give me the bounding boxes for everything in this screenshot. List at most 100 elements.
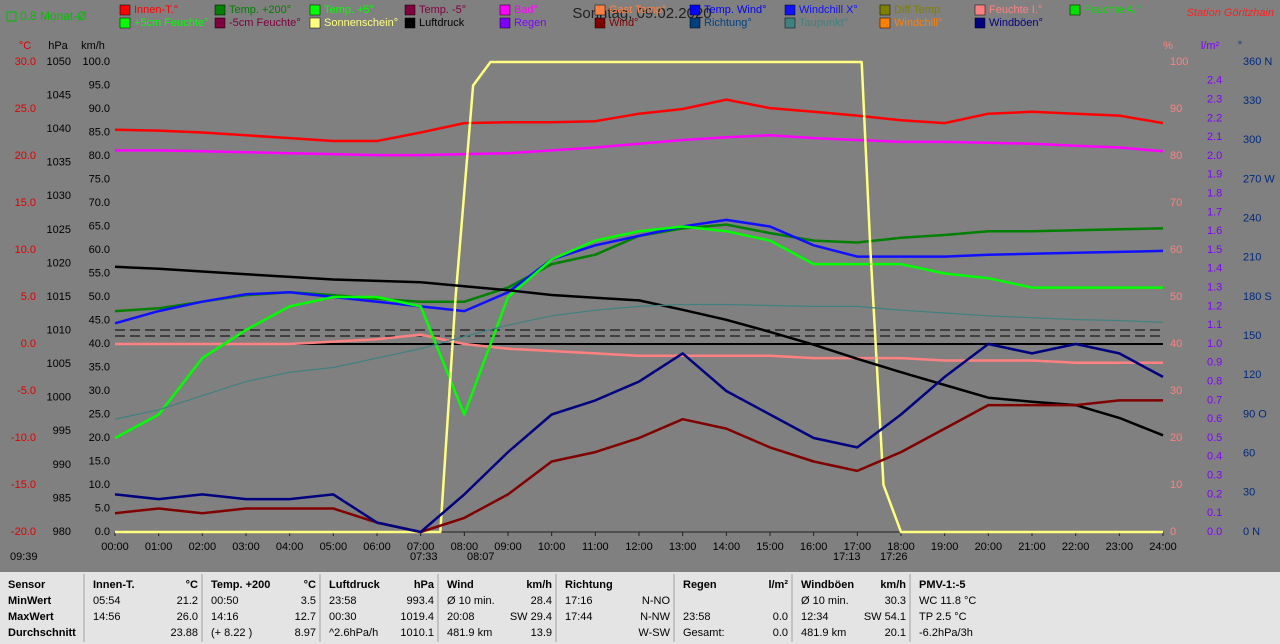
y-tick-label: 75.0 [89, 173, 110, 185]
y-tick-label: 1.3 [1207, 282, 1222, 294]
y-tick-label: 95.0 [89, 79, 110, 91]
y-tick-label: 35.0 [89, 361, 110, 373]
series-line [114, 98, 1164, 143]
series-line [114, 342, 1164, 534]
legend-swatch [594, 17, 606, 29]
y-tick-label: 55.0 [89, 267, 110, 279]
y-tick-label: 240 [1243, 213, 1261, 225]
series-line [114, 225, 1163, 440]
y-tick-label: -15.0 [11, 479, 36, 491]
stats-cell: WC 11.8 °C [919, 595, 976, 607]
x-tick-label: 17:00 [844, 541, 872, 553]
legend-swatch [119, 17, 131, 29]
y-tick-label: 1.9 [1207, 169, 1222, 181]
x-tick-label: 24:00 [1149, 541, 1177, 553]
legend-swatch [499, 4, 511, 16]
y-tick-label: 2.0 [1207, 150, 1222, 162]
y-tick-label: 1.1 [1207, 319, 1222, 331]
y-tick-label: 40.0 [89, 338, 110, 350]
x-tick-label: 16:00 [800, 541, 828, 553]
stats-cell: SW 54.1 [864, 611, 906, 623]
y-tick-label: 2.3 [1207, 94, 1222, 106]
y-tick-label: 30 [1170, 385, 1182, 397]
axis-unit: °C [19, 40, 31, 52]
y-tick-label: 1.2 [1207, 300, 1222, 312]
y-tick-label: 65.0 [89, 220, 110, 232]
y-tick-label: 15.0 [89, 455, 110, 467]
x-tick-label: 05:00 [320, 541, 348, 553]
legend-swatch [309, 17, 321, 29]
group-title: Richtung [565, 579, 613, 591]
y-tick-label: 20.0 [89, 432, 110, 444]
y-tick-label: 70.0 [89, 197, 110, 209]
y-tick-label: 20 [1170, 432, 1182, 444]
y-tick-label: 0.3 [1207, 470, 1222, 482]
y-tick-label: 1.4 [1207, 263, 1222, 275]
x-tick-label: 13:00 [669, 541, 697, 553]
x-tick-label: 12:00 [625, 541, 653, 553]
row-label: MinWert [8, 595, 52, 607]
axis-unit: % [1163, 40, 1173, 52]
legend-label: Temp. Wind° [704, 4, 766, 16]
legend-swatch [119, 4, 131, 16]
x-tick-label: 10:00 [538, 541, 566, 553]
y-tick-label: 0 N [1243, 526, 1260, 538]
stats-cell: 30.3 [885, 595, 906, 607]
y-tick-label: 0.1 [1207, 507, 1222, 519]
stats-cell: 8.97 [295, 627, 316, 639]
stats-cell: 481.9 km [447, 627, 492, 639]
series-line [115, 60, 1163, 534]
legend-label: Innen-T.° [134, 4, 178, 16]
y-tick-label: 30.0 [15, 56, 36, 68]
stats-cell: -6.2hPa/3h [919, 627, 973, 639]
legend-swatch [689, 17, 701, 29]
station-name: Station Göritzhain [1187, 7, 1274, 19]
y-tick-label: 90 [1170, 103, 1182, 115]
legend-swatch [784, 17, 796, 29]
stats-cell: ^2.6hPa/h [329, 627, 378, 639]
y-tick-label: 45.0 [89, 314, 110, 326]
y-tick-label: 50.0 [89, 291, 110, 303]
y-tick-label: 0.8 [1207, 376, 1222, 388]
y-tick-label: 20.0 [15, 150, 36, 162]
y-tick-label: 0.4 [1207, 451, 1222, 463]
y-tick-label: 10 [1170, 479, 1182, 491]
y-tick-label: 80 [1170, 150, 1182, 162]
x-tick-label: 15:00 [756, 541, 784, 553]
background [0, 0, 1280, 572]
stats-cell: W-SW [638, 627, 670, 639]
x-tick-label: 19:00 [931, 541, 959, 553]
row-label: MaxWert [8, 611, 54, 623]
y-tick-label: 10.0 [15, 244, 36, 256]
y-tick-label: 150 [1243, 330, 1261, 342]
stats-cell: 23.88 [170, 627, 198, 639]
legend-label: -5cm Feuchte° [229, 17, 301, 29]
y-tick-label: 5.0 [21, 291, 36, 303]
y-tick-label: -10.0 [11, 432, 36, 444]
stats-cell: 3.5 [301, 595, 316, 607]
legend-label: Diff Temp. [894, 4, 943, 16]
axis-unit: ° [1238, 40, 1242, 52]
legend-swatch [879, 4, 891, 16]
legend-label: Windchill X° [799, 4, 858, 16]
x-tick-label: 03:00 [232, 541, 260, 553]
stats-cell: 17:44 [565, 611, 593, 623]
y-tick-label: 1020 [47, 257, 71, 269]
legend-swatch [214, 4, 226, 16]
stats-cell: 993.4 [406, 595, 434, 607]
y-tick-label: 90.0 [89, 103, 110, 115]
y-tick-label: 80.0 [89, 150, 110, 162]
y-tick-label: 0 [1170, 526, 1176, 538]
x-tick-label: 11:00 [582, 541, 609, 553]
annotation: 08:07 [467, 551, 495, 563]
y-tick-label: 85.0 [89, 126, 110, 138]
stats-background [0, 572, 1280, 644]
y-tick-label: 1010 [47, 324, 71, 336]
stats-cell: 14:56 [93, 611, 121, 623]
group-title: Innen-T. [93, 579, 135, 591]
y-tick-label: 210 [1243, 252, 1261, 264]
y-tick-label: 1035 [47, 157, 71, 169]
x-tick-label: 23:00 [1106, 541, 1134, 553]
y-tick-label: 1005 [47, 358, 71, 370]
